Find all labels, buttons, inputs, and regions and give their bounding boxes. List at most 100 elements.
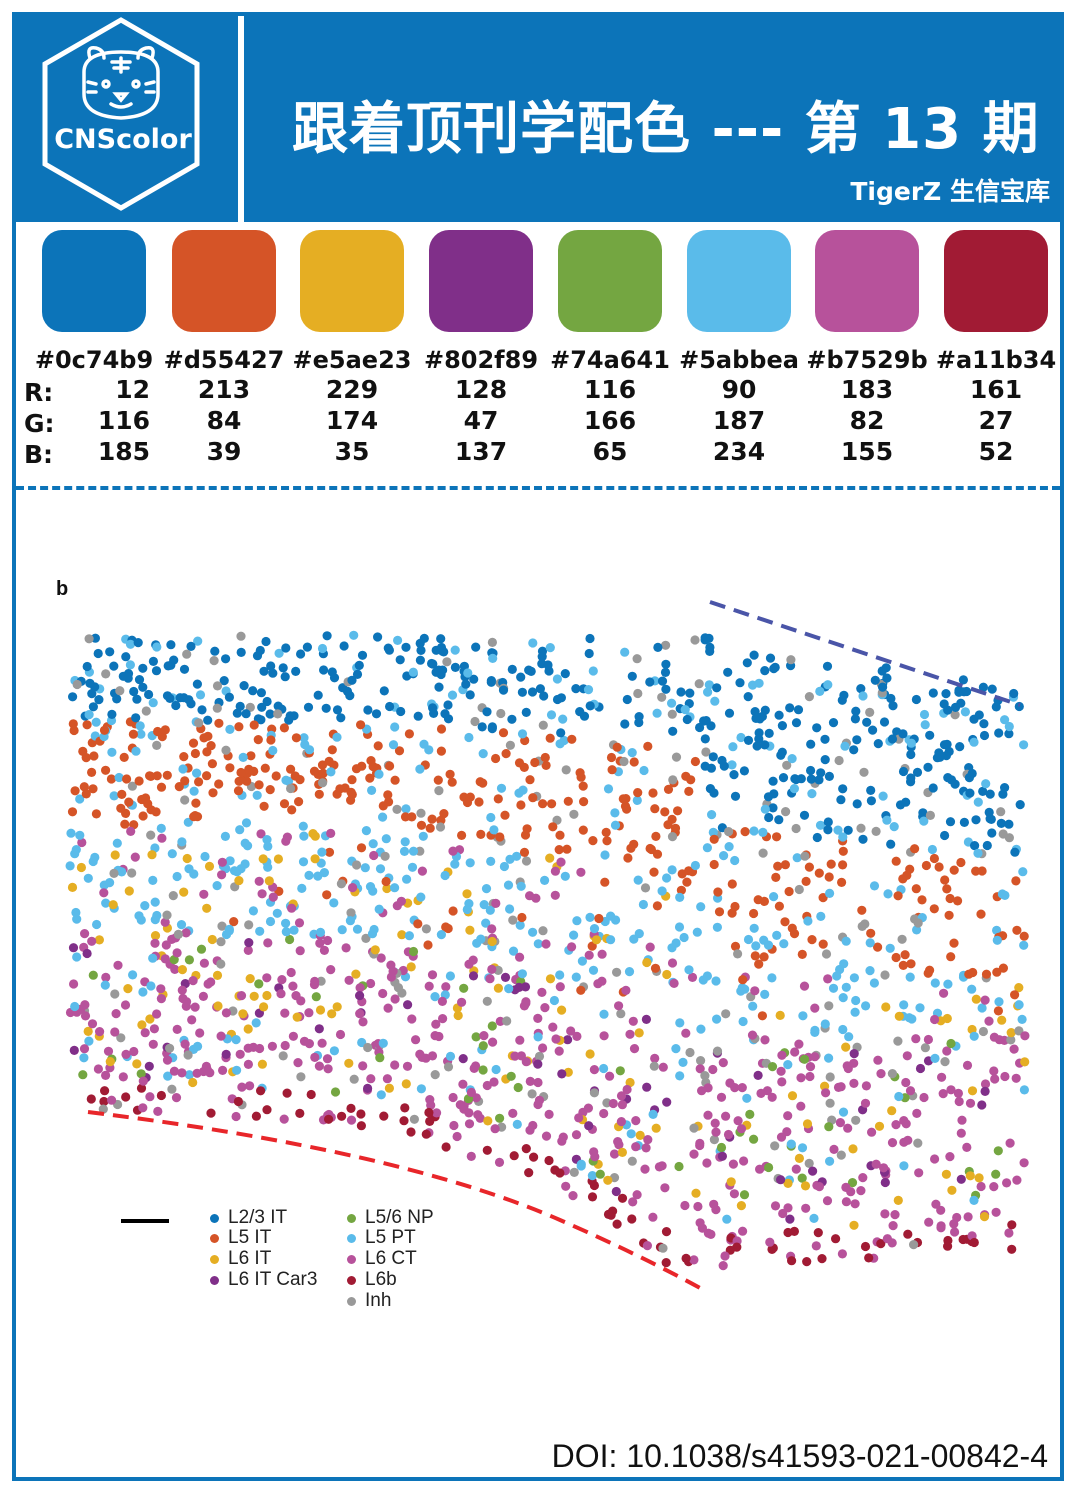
cell-dot xyxy=(239,681,249,691)
cell-dot xyxy=(767,1092,777,1102)
cell-dot xyxy=(179,693,189,703)
cell-dot xyxy=(212,970,223,981)
cell-dot xyxy=(466,1087,476,1097)
cell-dot xyxy=(94,695,104,705)
cell-dot xyxy=(822,1196,833,1206)
cell-dot xyxy=(194,777,204,787)
cell-dot xyxy=(207,759,217,769)
cell-dot xyxy=(924,1217,934,1227)
cell-dot xyxy=(236,991,247,1001)
cell-dot xyxy=(433,775,443,785)
cell-dot xyxy=(397,930,407,940)
cell-dot xyxy=(597,949,607,959)
cell-dot xyxy=(67,807,78,817)
cell-dot xyxy=(777,1050,787,1060)
cell-dot xyxy=(281,643,291,653)
cell-dot xyxy=(617,1193,628,1203)
cell-dot xyxy=(837,877,847,888)
cell-dot xyxy=(437,996,447,1007)
cell-dot xyxy=(85,678,95,688)
cell-dot xyxy=(763,792,774,802)
cell-dot xyxy=(911,884,921,894)
cell-dot xyxy=(667,832,678,842)
cell-dot xyxy=(180,795,190,805)
cell-dot xyxy=(754,728,764,738)
cell-dot xyxy=(156,994,166,1004)
cell-dot xyxy=(101,765,111,775)
cell-dot xyxy=(824,1001,834,1011)
cell-dot xyxy=(150,931,161,941)
cell-dot xyxy=(251,1018,261,1028)
cell-dot xyxy=(806,774,817,784)
cell-dot xyxy=(440,709,450,719)
cell-dot xyxy=(521,856,532,866)
cell-dot xyxy=(823,680,833,690)
cell-dot xyxy=(441,982,451,992)
cell-dot xyxy=(702,1158,712,1168)
cell-dot xyxy=(120,1000,131,1010)
cell-dot xyxy=(1000,783,1010,793)
cell-dot xyxy=(84,710,94,720)
cell-dot xyxy=(517,969,528,979)
cell-dot xyxy=(445,971,455,981)
cell-dot xyxy=(774,710,784,720)
hex-code: #74a641 xyxy=(550,346,670,374)
cell-dot xyxy=(235,825,245,835)
cell-dot xyxy=(487,964,497,975)
cell-dot xyxy=(625,1029,635,1039)
cell-dot xyxy=(358,1061,368,1071)
cell-dot xyxy=(709,788,719,798)
cell-dot xyxy=(838,860,848,870)
cell-dot xyxy=(421,924,431,934)
cell-dot xyxy=(943,1235,953,1246)
cell-dot xyxy=(416,808,426,818)
cell-dot xyxy=(919,1092,929,1103)
cell-dot xyxy=(262,696,272,707)
cell-dot xyxy=(681,1253,691,1263)
cell-dot xyxy=(576,1161,586,1171)
cell-dot xyxy=(344,1058,354,1068)
cell-dot xyxy=(458,1054,468,1064)
cell-dot xyxy=(462,904,472,915)
cell-dot xyxy=(418,831,428,841)
cell-dot xyxy=(628,1197,638,1207)
cell-dot xyxy=(310,1052,320,1062)
cell-dot xyxy=(760,1035,770,1045)
cell-dot xyxy=(254,876,264,886)
cell-dot xyxy=(182,649,192,659)
cell-dot xyxy=(296,649,306,659)
cell-dot xyxy=(117,789,127,800)
cell-dot xyxy=(144,1061,154,1071)
cell-dot xyxy=(894,1011,904,1021)
cell-dot xyxy=(388,740,399,750)
cell-dot xyxy=(385,701,395,712)
cell-dot xyxy=(406,1127,416,1137)
cell-dot xyxy=(545,853,555,863)
cell-dot xyxy=(94,935,104,945)
cell-dot xyxy=(218,1065,228,1075)
cell-dot xyxy=(674,1161,684,1172)
cell-dot xyxy=(248,1042,258,1052)
cell-dot xyxy=(221,1049,231,1059)
cell-dot xyxy=(690,860,701,871)
cell-dot xyxy=(698,975,708,985)
legend-label: L6 IT Car3 xyxy=(228,1269,318,1290)
cell-dot xyxy=(408,846,419,856)
cell-dot xyxy=(660,1183,670,1193)
panel-letter: b xyxy=(56,578,69,600)
cell-dot xyxy=(554,845,564,855)
cell-dot xyxy=(1019,1158,1029,1168)
cell-dot xyxy=(112,838,122,848)
cell-dot xyxy=(337,925,347,935)
cell-dot xyxy=(310,976,320,987)
cell-dot xyxy=(802,1257,812,1267)
cell-dot xyxy=(522,824,532,834)
cell-dot xyxy=(569,930,579,940)
cell-dot xyxy=(251,1111,261,1121)
cell-dot xyxy=(701,747,711,757)
cell-dot xyxy=(505,740,515,750)
cell-dot xyxy=(716,1142,727,1153)
cell-dot xyxy=(351,764,362,774)
cell-dot xyxy=(149,1024,159,1034)
cell-dot xyxy=(555,1168,565,1178)
